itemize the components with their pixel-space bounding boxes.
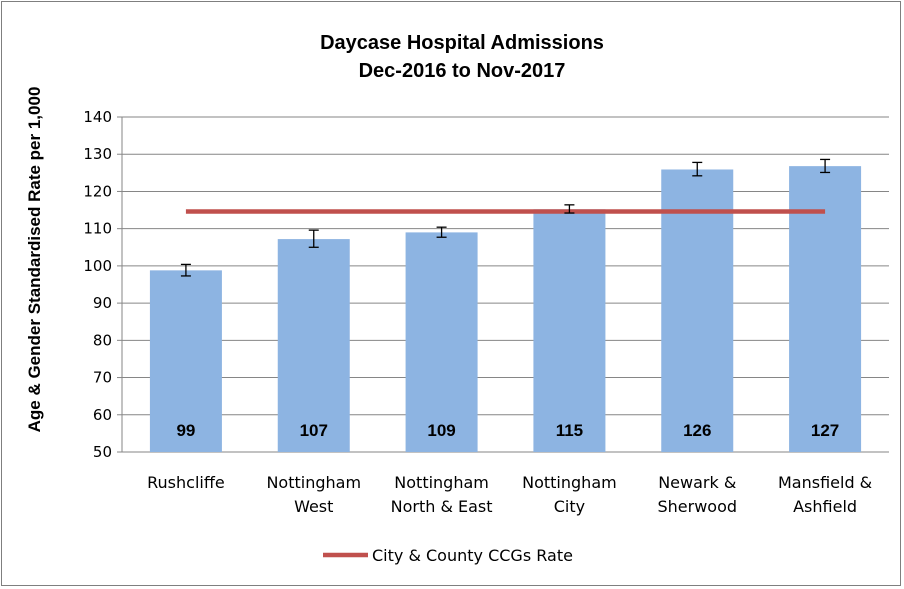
y-tick-label-130: 130 [83,145,112,163]
category-label-1-line-1: Rushcliffe [147,473,225,492]
y-tick-label-60: 60 [93,406,112,424]
chart-title: Daycase Hospital Admissions Dec-2016 to N… [320,32,604,82]
data-label-4: 115 [556,421,583,440]
error-bars [180,158,831,277]
category-label-4-line-2: City [554,497,585,516]
category-label-5-line-1: Newark & [658,473,736,492]
chart-title-line-2: Dec-2016 to Nov-2017 [359,60,566,82]
data-label-6: 127 [811,421,839,440]
x-category-labels: Rushcliffe Nottingham West Nottingham North … [147,473,872,516]
category-label-2-line-2: West [294,497,333,516]
data-label-2: 107 [300,421,328,440]
y-axis-title-text: Age & Gender Standardised Rate per 1,000 [25,87,44,433]
y-tick-label-90: 90 [93,294,112,312]
category-label-2-line-1: Nottingham [266,473,361,492]
category-label-3-line-1: Nottingham [394,473,489,492]
category-label-6-line-1: Mansfield & [778,473,872,492]
y-tick-label-100: 100 [83,257,112,275]
y-tick-label-120: 120 [83,182,112,200]
y-tick-label-140: 140 [83,108,112,126]
bar-4 [533,209,606,452]
chart-title-line-1: Daycase Hospital Admissions [320,32,604,54]
bar-5 [661,169,734,452]
data-label-5: 126 [683,421,711,440]
legend: City & County CCGs Rate [323,546,573,565]
data-labels: 99 107 109 115 126 127 [176,421,839,440]
y-tick-label-70: 70 [93,369,112,387]
category-label-6-line-2: Ashfield [793,497,857,516]
y-tick-label-50: 50 [93,443,112,461]
category-label-3-line-2: North & East [391,497,493,516]
bar-3 [405,232,478,452]
data-label-3: 109 [427,421,455,440]
bar-6 [789,166,862,452]
y-tick-label-110: 110 [83,220,112,238]
category-label-5-line-2: Sherwood [657,497,737,516]
data-label-1: 99 [176,421,195,440]
bar-1 [149,270,222,452]
y-tick-labels: 50 60 70 80 90 100 110 120 130 140 [83,108,112,461]
y-axis-title: Age & Gender Standardised Rate per 1,000 [25,87,44,433]
y-tick-label-80: 80 [93,331,112,349]
bars [149,166,862,452]
bar-2 [277,239,350,452]
legend-label: City & County CCGs Rate [372,546,573,565]
category-label-4-line-1: Nottingham [522,473,617,492]
gridlines [117,116,889,453]
